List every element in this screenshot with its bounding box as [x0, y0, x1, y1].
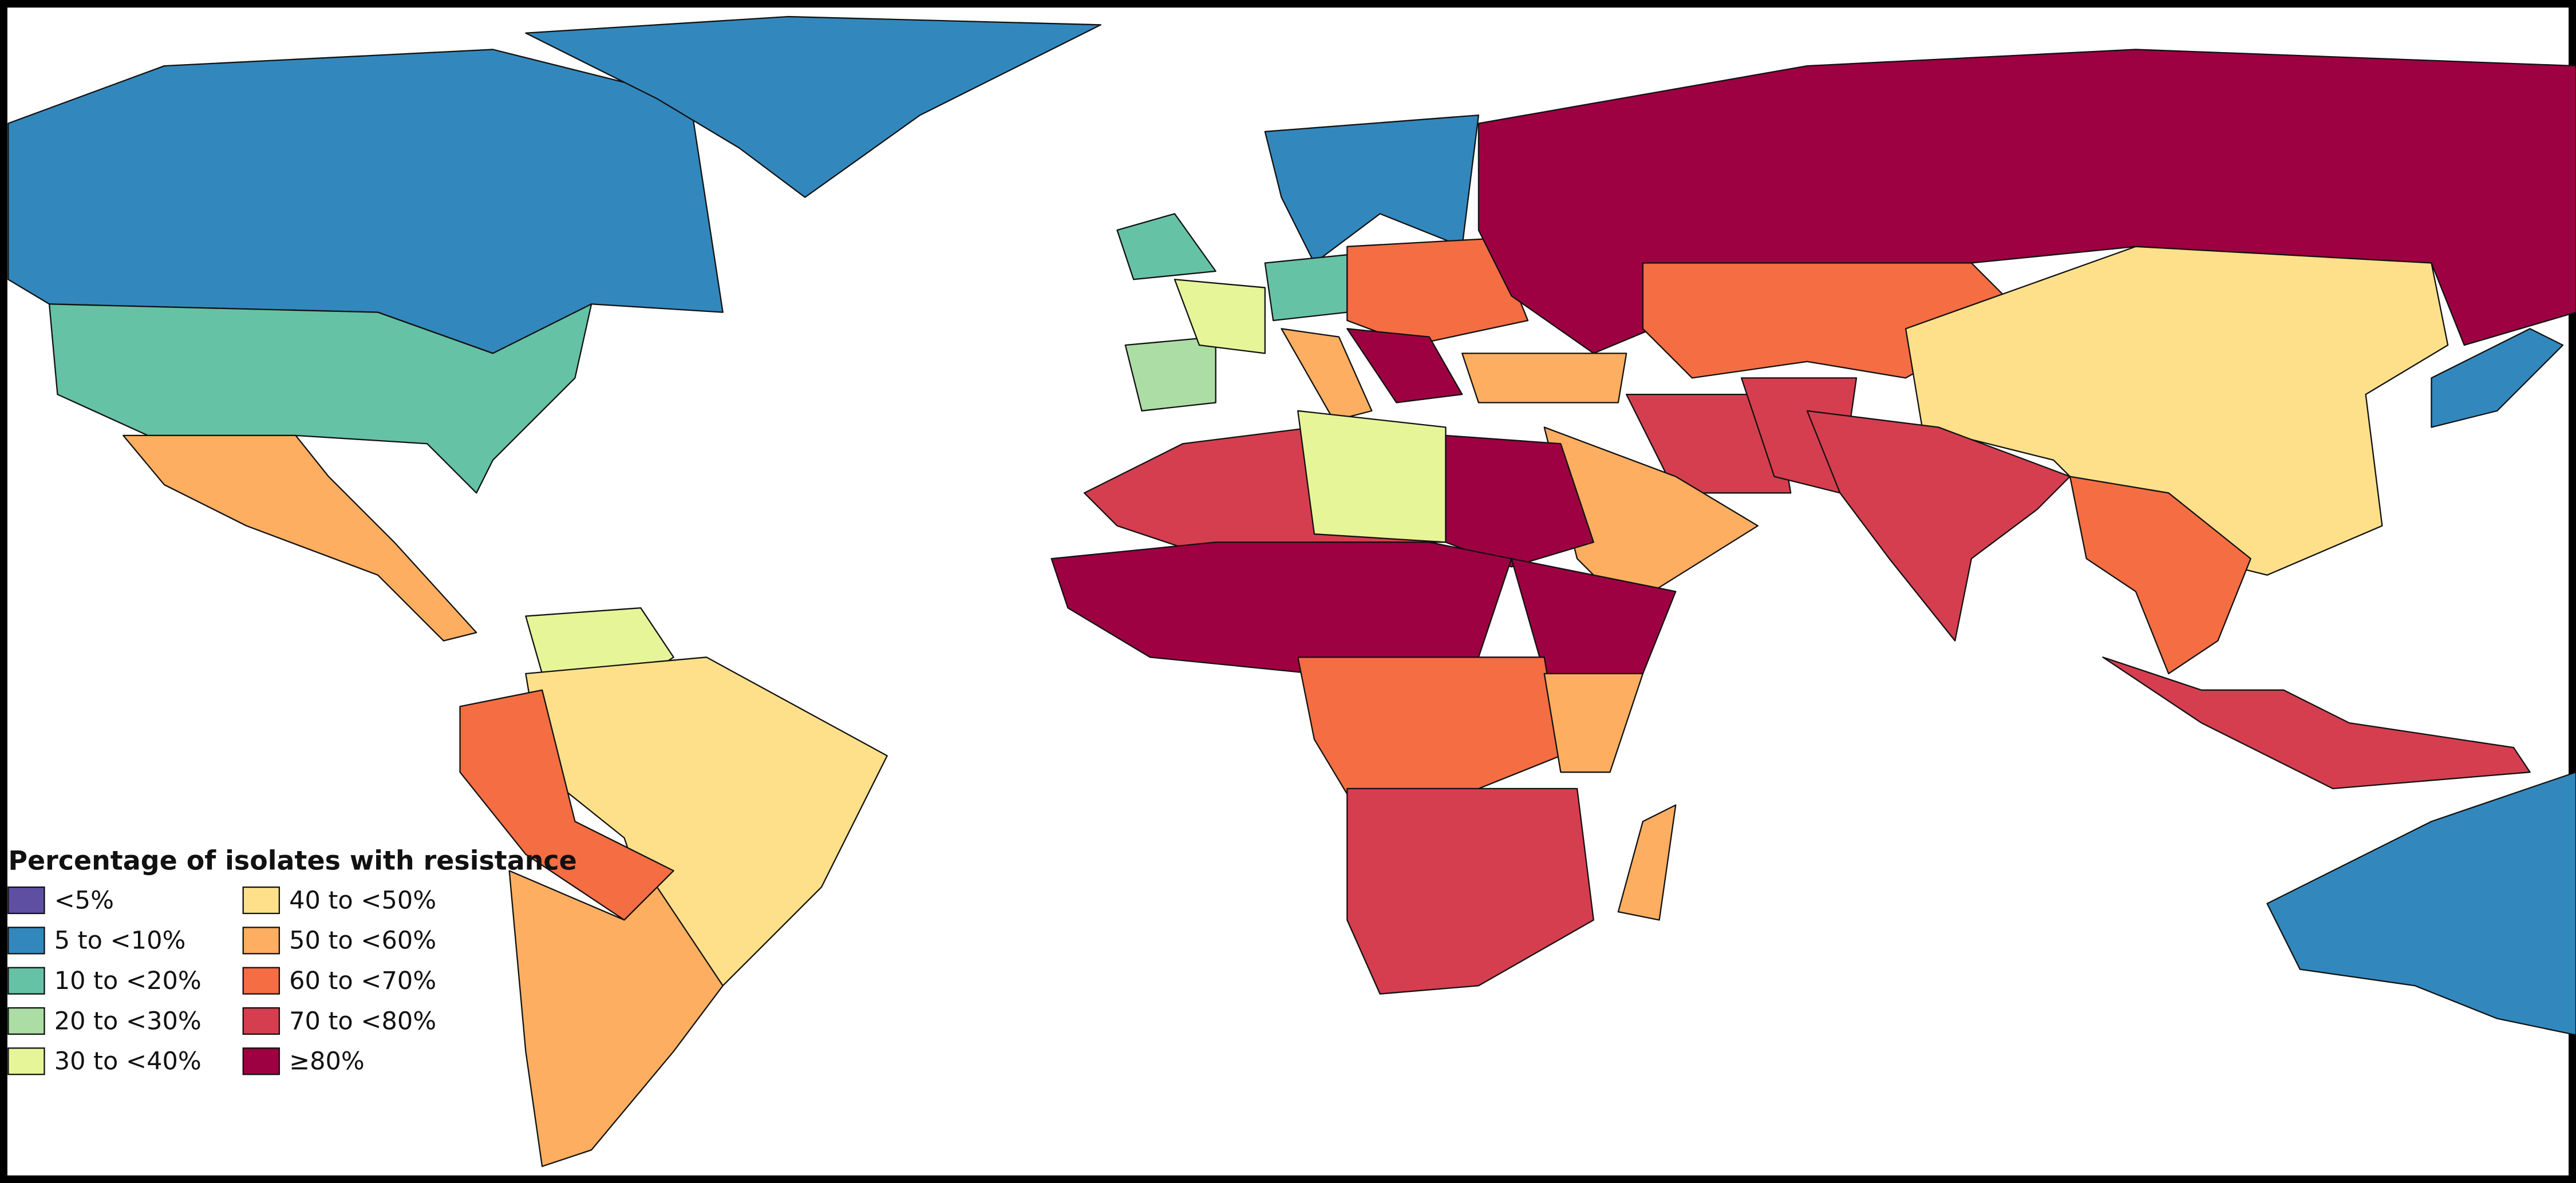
legend-label: 40 to <50%	[289, 886, 436, 915]
legend-label: ≥80%	[289, 1047, 365, 1076]
southern-africa	[1346, 788, 1594, 995]
balkans	[1346, 328, 1463, 403]
libya	[1297, 410, 1447, 543]
turkey	[1461, 353, 1627, 403]
eastern-europe	[1346, 238, 1529, 346]
legend-label: 70 to <80%	[289, 1007, 436, 1035]
usa	[48, 303, 592, 494]
legend-swatch	[242, 967, 280, 995]
egypt-sudan	[1445, 434, 1594, 568]
greenland	[525, 15, 1101, 198]
legend-swatch	[7, 886, 45, 915]
japan	[2431, 328, 2564, 428]
legend-label: 10 to <20%	[54, 967, 202, 995]
legend: <5% 5 to <10% 10 to <20% 20 to <30% 30 to <4…	[7, 886, 436, 1076]
uk	[1116, 213, 1216, 280]
legend-label: <5%	[54, 886, 114, 915]
legend-swatch	[7, 927, 45, 955]
legend-label: 30 to <40%	[54, 1047, 202, 1076]
madagascar	[1617, 804, 1677, 921]
china	[1905, 246, 2449, 576]
scandinavia	[1264, 114, 1480, 264]
legend-swatch	[242, 1007, 280, 1035]
mexico	[123, 434, 477, 642]
argentina-chile	[508, 870, 724, 1168]
indonesia	[2102, 656, 2531, 790]
legend-swatch	[242, 927, 280, 955]
southeast-asia	[2069, 476, 2251, 675]
legend-swatch	[242, 886, 280, 915]
italy	[1281, 328, 1373, 422]
legend-swatch	[7, 1047, 45, 1075]
iberia	[1124, 336, 1216, 412]
legend-title: Percentage of isolates with resistance	[8, 845, 576, 876]
east-africa	[1543, 672, 1644, 773]
legend-label: 5 to <10%	[54, 927, 186, 955]
legend-swatch	[7, 967, 45, 995]
legend-label: 20 to <30%	[54, 1007, 202, 1035]
france	[1174, 279, 1266, 354]
iran	[1626, 393, 1792, 494]
legend-label: 60 to <70%	[289, 967, 436, 995]
countries	[7, 15, 2576, 1168]
legend-swatch	[242, 1047, 280, 1075]
australia	[2266, 771, 2576, 1036]
legend-label: 50 to <60%	[289, 927, 436, 955]
legend-swatch	[7, 1007, 45, 1035]
germany	[1264, 254, 1348, 322]
india	[1806, 410, 2071, 642]
